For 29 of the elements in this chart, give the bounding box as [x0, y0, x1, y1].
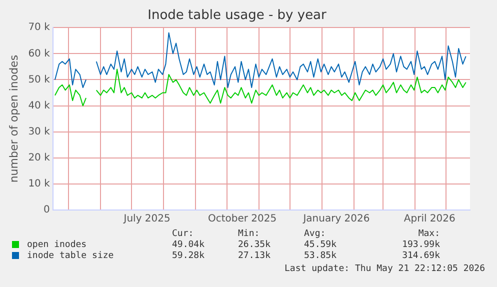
legend-label: inode table size — [26, 251, 114, 261]
y-tick-label: 50 k — [28, 74, 50, 86]
text: Avg: — [304, 229, 327, 240]
text: Cur: — [172, 229, 195, 240]
y-tick-label: 10 k — [28, 178, 50, 190]
x-tick-label: April 2026 — [404, 214, 456, 225]
text: 26.35k — [238, 240, 272, 251]
text: Min: — [238, 229, 261, 240]
y-tick-label: 0 — [44, 204, 50, 216]
y-axis-title: number of open inodes — [7, 54, 20, 183]
text: 314.69k — [401, 251, 440, 262]
y-tick-label: 40 k — [28, 100, 50, 112]
text: Last update: Thu May 21 22:12:05 2026 — [284, 264, 485, 274]
text: 45.59k — [304, 240, 338, 251]
text: 27.13k — [238, 251, 272, 262]
y-tick-label: 20 k — [28, 152, 50, 164]
text: 59.28k — [172, 251, 206, 262]
y-tick-label: 60 k — [28, 48, 50, 60]
text: 193.99k — [401, 240, 440, 251]
x-tick-label: January 2026 — [302, 214, 370, 225]
text: 49.04k — [172, 240, 206, 251]
x-tick-label: October 2025 — [208, 214, 277, 225]
x-tick-label: July 2025 — [122, 214, 170, 225]
legend-label: open inodes — [26, 240, 87, 250]
y-tick-label: 30 k — [28, 126, 50, 138]
chart-title: Inode table usage - by year — [148, 8, 328, 24]
y-tick-label: 70 k — [28, 22, 50, 34]
text: 53.85k — [304, 251, 338, 262]
text: Max: — [417, 229, 440, 240]
